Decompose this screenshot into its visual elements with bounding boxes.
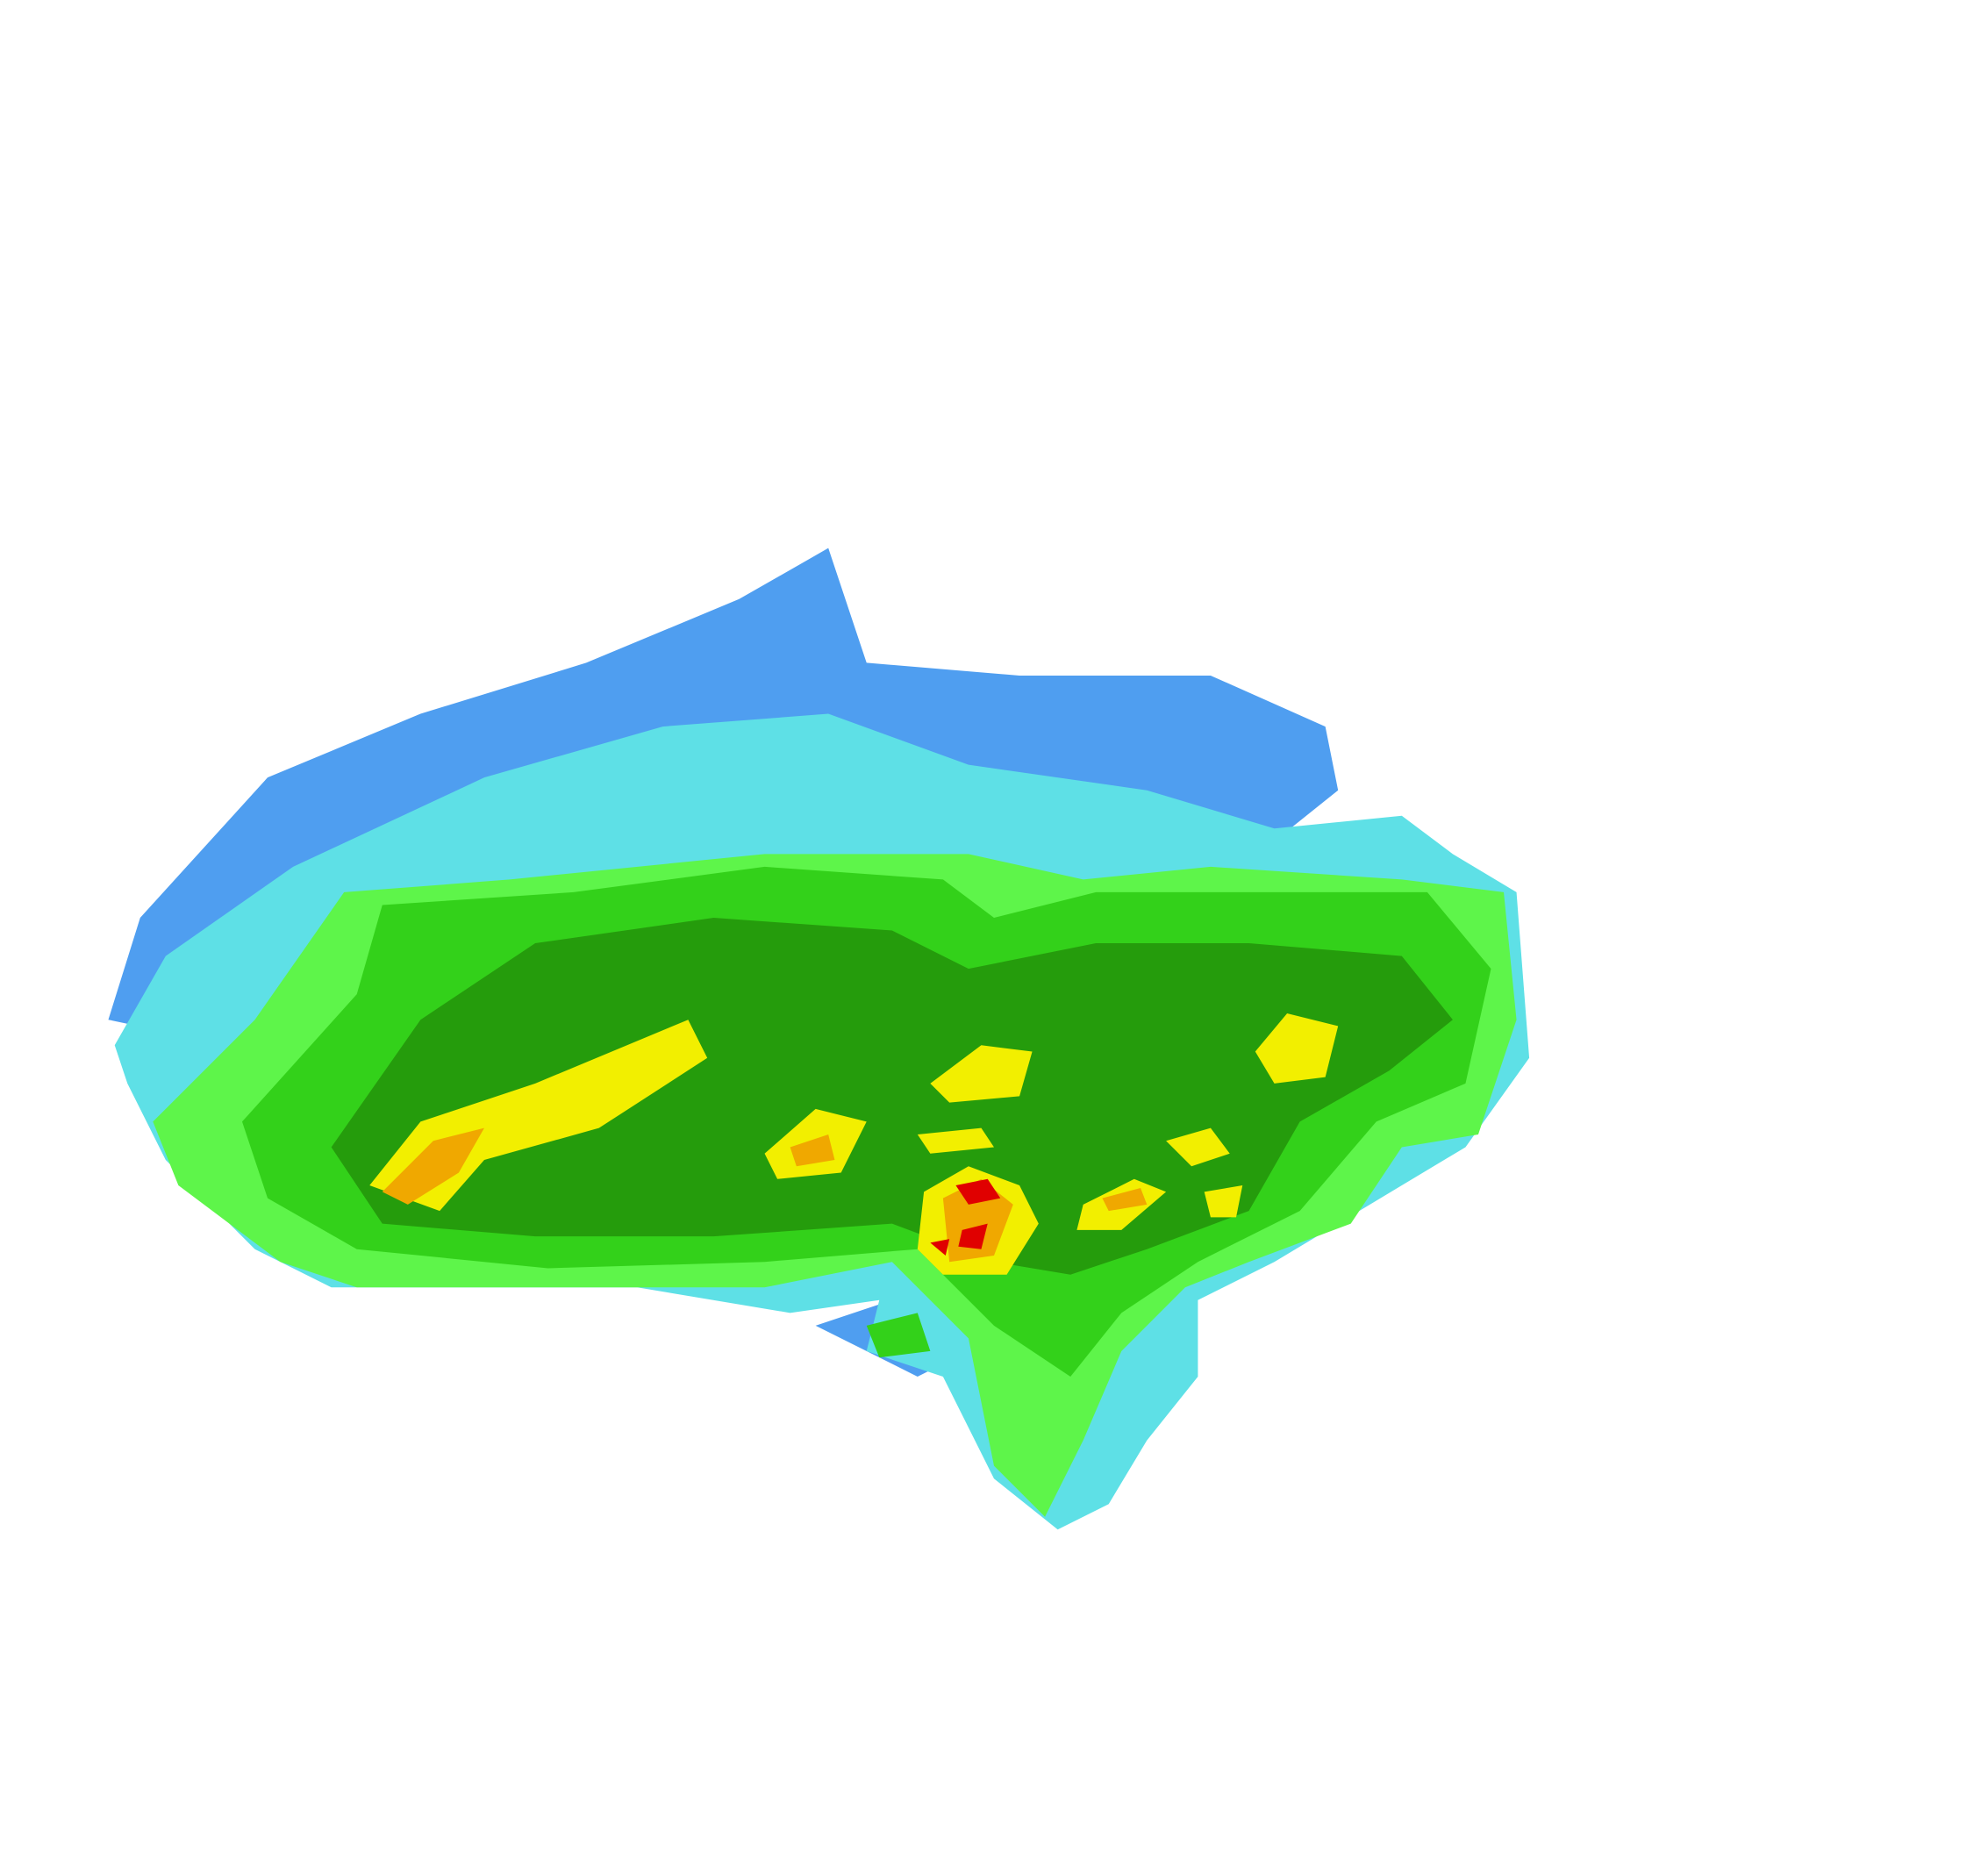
echo-red [930, 1178, 1001, 1256]
echo-dark-green [331, 917, 1453, 1275]
echo-orange [382, 1127, 1148, 1263]
echo-light-blue [108, 547, 1339, 1377]
echo-yellow [369, 1013, 1339, 1275]
